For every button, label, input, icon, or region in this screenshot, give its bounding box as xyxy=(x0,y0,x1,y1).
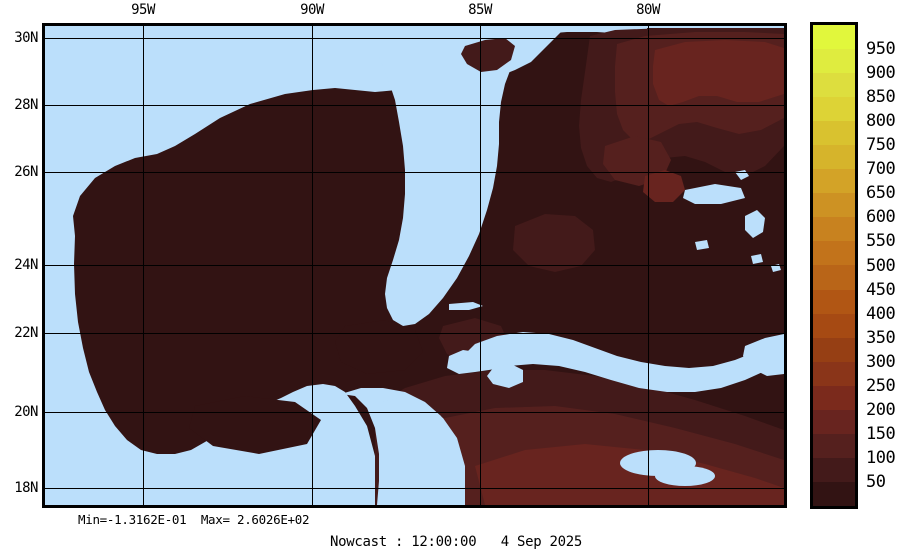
colorbar-band-19 xyxy=(813,481,855,506)
colorbar-tick-700: 700 xyxy=(866,159,896,180)
colorbar-tick-500: 500 xyxy=(866,255,896,276)
gridline-28n xyxy=(45,105,784,106)
colorbar-tick-900: 900 xyxy=(866,63,896,84)
colorbar-tick-450: 450 xyxy=(866,279,896,300)
colorbar-tick-300: 300 xyxy=(866,351,896,372)
colorbar-band-3 xyxy=(813,97,855,122)
swirl-6 xyxy=(189,396,321,454)
y-tick-label-28n: 28N xyxy=(14,97,38,113)
colorbar-band-6 xyxy=(813,169,855,194)
map-frame xyxy=(42,23,787,508)
colorbar-tick-250: 250 xyxy=(866,375,896,396)
nowcast-timestamp: Nowcast : 12:00:00 4 Sep 2025 xyxy=(330,534,582,550)
colorbar-band-10 xyxy=(813,265,855,290)
cuba-lagoon xyxy=(487,364,523,388)
swirl-1 xyxy=(513,214,595,272)
colorbar-tick-950: 950 xyxy=(866,39,896,60)
florida-keys xyxy=(449,302,483,310)
colorbar-band-8 xyxy=(813,217,855,242)
gridline-22n xyxy=(45,333,784,334)
colorbar-tick-550: 550 xyxy=(866,231,896,252)
gridline-24n xyxy=(45,265,784,266)
florida-peninsula xyxy=(373,34,537,326)
colorbar-band-11 xyxy=(813,289,855,314)
gridline-30n xyxy=(45,38,784,39)
gridline-18n xyxy=(45,488,784,489)
colorbar-tick-400: 400 xyxy=(866,303,896,324)
colorbar-band-2 xyxy=(813,73,855,98)
colorbar-tick-650: 650 xyxy=(866,183,896,204)
nwgulf-shelf xyxy=(461,38,515,72)
colorbar-tick-350: 350 xyxy=(866,327,896,348)
egulf-band-c xyxy=(475,444,784,505)
colorbar-tick-200: 200 xyxy=(866,399,896,420)
colorbar-tick-600: 600 xyxy=(866,207,896,228)
colorbar-band-18 xyxy=(813,457,855,482)
minmax-text: Min=-1.3162E-01 Max= 2.6026E+02 xyxy=(78,512,310,527)
colorbar-band-0 xyxy=(813,25,855,50)
colorbar-tick-100: 100 xyxy=(866,447,896,468)
colorbar-band-16 xyxy=(813,409,855,434)
x-tick-label-95w: 95W xyxy=(131,2,155,18)
bahamas-andros xyxy=(683,184,745,204)
jamaica-island-2 xyxy=(655,466,715,486)
colorbar xyxy=(810,22,858,509)
x-tick-label-85w: 85W xyxy=(468,2,492,18)
y-tick-label-18n: 18N xyxy=(14,480,38,496)
yucatan-east-coast xyxy=(375,398,465,505)
colorbar-band-9 xyxy=(813,241,855,266)
y-tick-label-20n: 20N xyxy=(14,404,38,420)
colorbar-band-12 xyxy=(813,313,855,338)
colorbar-band-1 xyxy=(813,49,855,74)
bahamas-grand xyxy=(745,210,765,238)
atlantic-band-c xyxy=(653,40,784,106)
colorbar-tick-850: 850 xyxy=(866,87,896,108)
gridline-26n xyxy=(45,172,784,173)
x-tick-label-80w: 80W xyxy=(636,2,660,18)
colorbar-band-5 xyxy=(813,145,855,170)
colorbar-band-7 xyxy=(813,193,855,218)
y-tick-label-26n: 26N xyxy=(14,164,38,180)
swirl-3 xyxy=(643,170,685,202)
bahamas-small-4 xyxy=(771,264,781,272)
colorbar-tick-800: 800 xyxy=(866,111,896,132)
y-tick-label-30n: 30N xyxy=(14,30,38,46)
y-tick-label-22n: 22N xyxy=(14,325,38,341)
colorbar-tick-750: 750 xyxy=(866,135,896,156)
cuba-west-tip xyxy=(447,350,483,374)
colorbar-band-4 xyxy=(813,121,855,146)
colorbar-band-14 xyxy=(813,361,855,386)
gridline-20n xyxy=(45,412,784,413)
colorbar-band-13 xyxy=(813,337,855,362)
colorbar-band-15 xyxy=(813,385,855,410)
bahamas-small-2 xyxy=(695,240,709,250)
colorbar-tick-labels: 950 900 850 800 750 700 650 600 550 500 450 400 350 3… xyxy=(866,22,915,509)
colorbar-tick-150: 150 xyxy=(866,423,896,444)
y-tick-label-24n: 24N xyxy=(14,257,38,273)
cuba-island xyxy=(463,332,784,392)
colorbar-band-17 xyxy=(813,433,855,458)
bahamas-small-3 xyxy=(751,254,763,264)
hispaniola-island xyxy=(743,334,784,376)
colorbar-tick-50: 50 xyxy=(866,471,886,492)
florida-panhandle xyxy=(507,26,647,42)
x-tick-label-90w: 90W xyxy=(300,2,324,18)
